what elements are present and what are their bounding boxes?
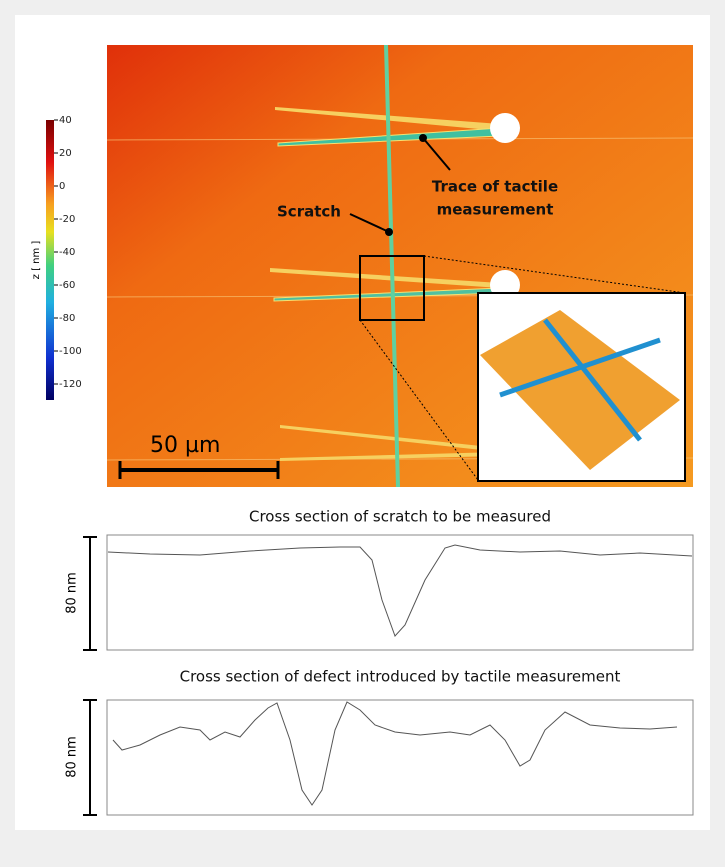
scale-bar-label: 80 nm bbox=[65, 736, 80, 778]
colorbar-tick-label: 40 bbox=[59, 115, 72, 126]
annotation: Scratch bbox=[277, 203, 341, 221]
profile-title: Cross section of defect introduced by ta… bbox=[180, 668, 621, 686]
colorbar-tick-label: 20 bbox=[59, 148, 72, 159]
annotation: measurement bbox=[437, 201, 554, 219]
profile-title: Cross section of scratch to be measured bbox=[249, 508, 551, 526]
colorbar-ticks: 40 20 0 -20 -40 -60 -80 -100 -120 bbox=[54, 115, 82, 390]
profile-curve bbox=[112, 701, 678, 806]
colorbar-tick-label: -40 bbox=[59, 247, 75, 258]
colorbar-tick-label: -80 bbox=[59, 313, 75, 324]
afm-image bbox=[106, 44, 694, 488]
colorbar-label: z [ nm ] bbox=[31, 241, 42, 280]
profile-box bbox=[106, 699, 694, 816]
annotation: Trace of tactile bbox=[432, 178, 558, 196]
scale-bar bbox=[83, 699, 97, 816]
scale-bar-label: 80 nm bbox=[65, 572, 80, 614]
profile-box bbox=[106, 534, 694, 651]
profile-curve bbox=[107, 544, 693, 637]
scale-label: 50 µm bbox=[150, 433, 220, 458]
colorbar-tick-label: -100 bbox=[59, 346, 82, 357]
colorbar-tick-label: -120 bbox=[59, 379, 82, 390]
colorbar-tick-label: 0 bbox=[59, 181, 65, 192]
colorbar-tick-label: -20 bbox=[59, 214, 75, 225]
colorbar bbox=[46, 120, 54, 400]
scale-bar bbox=[83, 536, 97, 651]
colorbar-tick-label: -60 bbox=[59, 280, 75, 291]
